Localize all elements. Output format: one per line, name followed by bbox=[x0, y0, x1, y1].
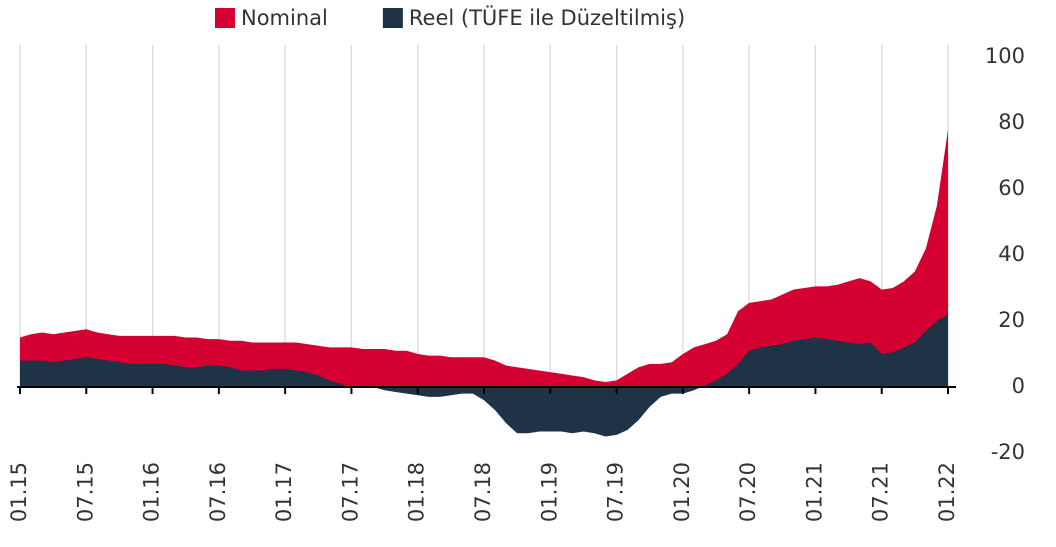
x-tick-label: 07.16 bbox=[206, 462, 230, 522]
x-tick-label: 01.22 bbox=[935, 462, 959, 522]
y-tick-label: 80 bbox=[998, 110, 1025, 134]
y-tick-label: 60 bbox=[998, 176, 1025, 200]
x-tick-label: 07.18 bbox=[471, 462, 495, 522]
y-tick-label: -20 bbox=[991, 440, 1025, 464]
x-tick-label: 07.15 bbox=[73, 462, 97, 522]
y-tick-label: 0 bbox=[1012, 374, 1025, 398]
x-tick-label: 01.16 bbox=[140, 462, 164, 522]
x-tick-label: 07.19 bbox=[604, 462, 628, 522]
x-tick-label: 01.18 bbox=[405, 462, 429, 522]
y-tick-label: 100 bbox=[985, 44, 1025, 68]
x-tick-label: 01.19 bbox=[537, 462, 561, 522]
x-tick-label: 01.17 bbox=[272, 462, 296, 522]
y-tick-label: 40 bbox=[998, 242, 1025, 266]
legend-label: Nominal bbox=[241, 6, 328, 30]
x-tick-label: 07.17 bbox=[338, 462, 362, 522]
x-tick-label: 01.15 bbox=[7, 462, 31, 522]
legend-swatch bbox=[382, 8, 403, 28]
x-tick-label: 07.21 bbox=[869, 462, 893, 522]
x-tick-label: 01.21 bbox=[802, 462, 826, 522]
x-tick-label: 01.20 bbox=[670, 462, 694, 522]
y-tick-label: 20 bbox=[998, 308, 1025, 332]
legend-label: Reel (TÜFE ile Düzeltilmiş) bbox=[409, 5, 685, 30]
x-tick-label: 07.20 bbox=[736, 462, 760, 522]
legend-swatch bbox=[215, 8, 235, 28]
area bbox=[20, 314, 948, 437]
